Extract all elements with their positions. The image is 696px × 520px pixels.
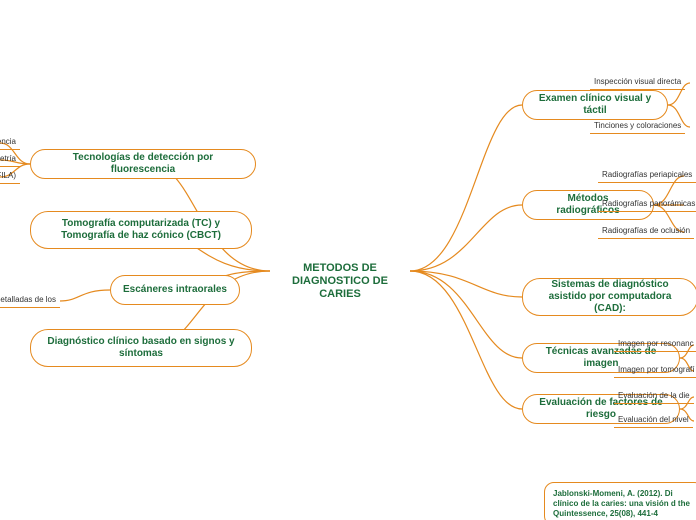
leaf-imagenes-detalladas[interactable]: s para imágenes detalladas de los xyxy=(0,293,60,308)
leaf-tomografia[interactable]: Imagen por tomografí xyxy=(614,363,696,378)
leaf-inspeccion-visual[interactable]: Inspección visual directa xyxy=(590,75,685,90)
leaf-dieta[interactable]: Evaluación de la die xyxy=(614,389,694,404)
leaf-periapicales[interactable]: Radiografías periapicales xyxy=(598,168,696,183)
leaf-cencia[interactable]: cencia xyxy=(0,135,20,150)
node-fluorescencia[interactable]: Tecnologías de detección por fluorescenc… xyxy=(30,149,256,179)
node-escaneres[interactable]: Escáneres intraorales xyxy=(110,275,240,305)
leaf-panoramicas[interactable]: Radiografías panorámicas xyxy=(598,197,696,212)
leaf-oclusion[interactable]: Radiografías de oclusión xyxy=(598,224,694,239)
leaf-nivel[interactable]: Evaluación del nivel xyxy=(614,413,693,428)
node-cad[interactable]: Sistemas de diagnóstico asistido por com… xyxy=(522,278,696,316)
leaf-resonancia[interactable]: Imagen por resonanc xyxy=(614,337,696,352)
node-examen-clinico[interactable]: Examen clínico visual y táctil xyxy=(522,90,668,120)
reference-box[interactable]: Jablonski-Momeni, A. (2012). Di clínico … xyxy=(544,482,696,520)
root-node[interactable]: METODOS DE DIAGNOSTICO DE CARIES xyxy=(270,262,410,302)
leaf-tinciones[interactable]: Tinciones y coloraciones xyxy=(590,119,685,134)
node-signos-sintomas[interactable]: Diagnóstico clínico basado en signos y s… xyxy=(30,329,252,367)
mindmap-canvas: { "colors": { "border": "#e58a1f", "text… xyxy=(0,0,696,520)
node-tomografia-tc[interactable]: Tomografía computarizada (TC) y Tomograf… xyxy=(30,211,252,249)
leaf-metria[interactable]: metría xyxy=(0,152,20,167)
leaf-fila[interactable]: (FILA) xyxy=(0,169,20,184)
